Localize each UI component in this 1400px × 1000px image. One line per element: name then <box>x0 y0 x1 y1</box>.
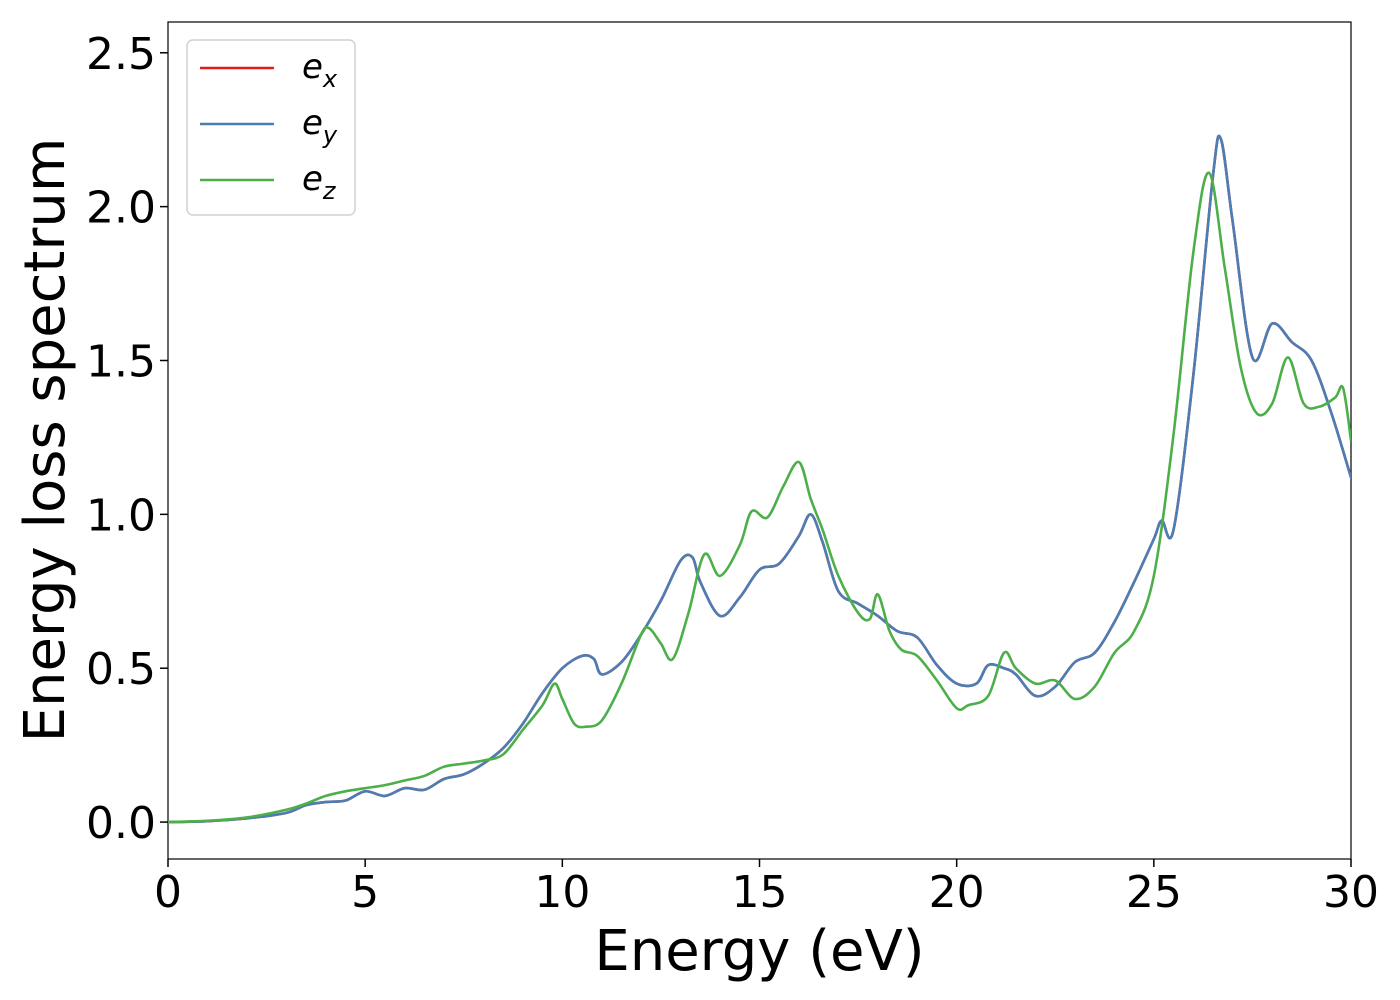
y-tick-label: 0.0 <box>86 798 156 849</box>
legend-label-base: e <box>302 47 323 87</box>
legend-label-z: ez <box>302 159 337 205</box>
legend-label-y: ey <box>302 103 338 149</box>
plot-frame <box>167 21 1352 860</box>
x-tick-label: 10 <box>534 867 590 918</box>
y-tick-label: 1.5 <box>86 336 156 387</box>
y-tick-label: 2.0 <box>86 183 156 234</box>
legend-box <box>186 39 356 216</box>
series-layer <box>168 134 1351 824</box>
x-tick-label: 30 <box>1323 867 1379 918</box>
plot-area <box>167 21 1352 860</box>
x-tick-label: 20 <box>929 867 985 918</box>
y-tick-label: 1.0 <box>86 490 156 541</box>
legend-label-subscript: z <box>322 177 337 205</box>
y-tick-label: 2.5 <box>86 29 156 80</box>
x-axis: 0 5 10 15 20 25 30 <box>154 859 1379 918</box>
x-tick-label: 0 <box>154 867 182 918</box>
x-tick-label: 5 <box>351 867 379 918</box>
legend-label-base: e <box>302 159 323 199</box>
y-tick-label: 0.5 <box>86 644 156 695</box>
legend-label-base: e <box>302 103 323 143</box>
y-axis-title: Energy loss spectrum <box>13 138 78 743</box>
x-axis-title: Energy (eV) <box>594 919 924 984</box>
series-line-y <box>168 134 1351 824</box>
legend-label-subscript: y <box>322 121 338 149</box>
series-line-z <box>168 171 1351 824</box>
legend-label-subscript: x <box>322 65 338 93</box>
legend-label-x: ex <box>302 47 338 93</box>
x-tick-label: 15 <box>732 867 788 918</box>
y-axis: 0.0 0.5 1.0 1.5 2.0 2.5 <box>86 29 168 849</box>
x-tick-label: 25 <box>1126 867 1182 918</box>
